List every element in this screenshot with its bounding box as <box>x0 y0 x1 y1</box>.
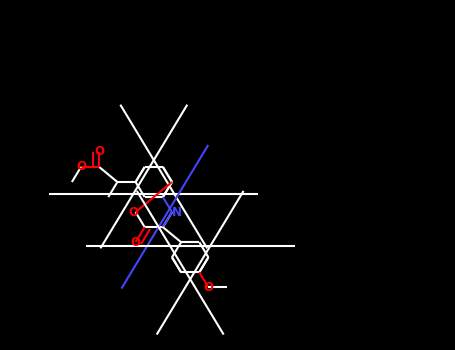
Text: O: O <box>76 160 86 174</box>
Text: O: O <box>131 236 141 249</box>
Text: O: O <box>203 281 213 294</box>
Text: N: N <box>172 205 182 219</box>
Text: O: O <box>94 145 104 159</box>
Text: O: O <box>128 205 138 219</box>
